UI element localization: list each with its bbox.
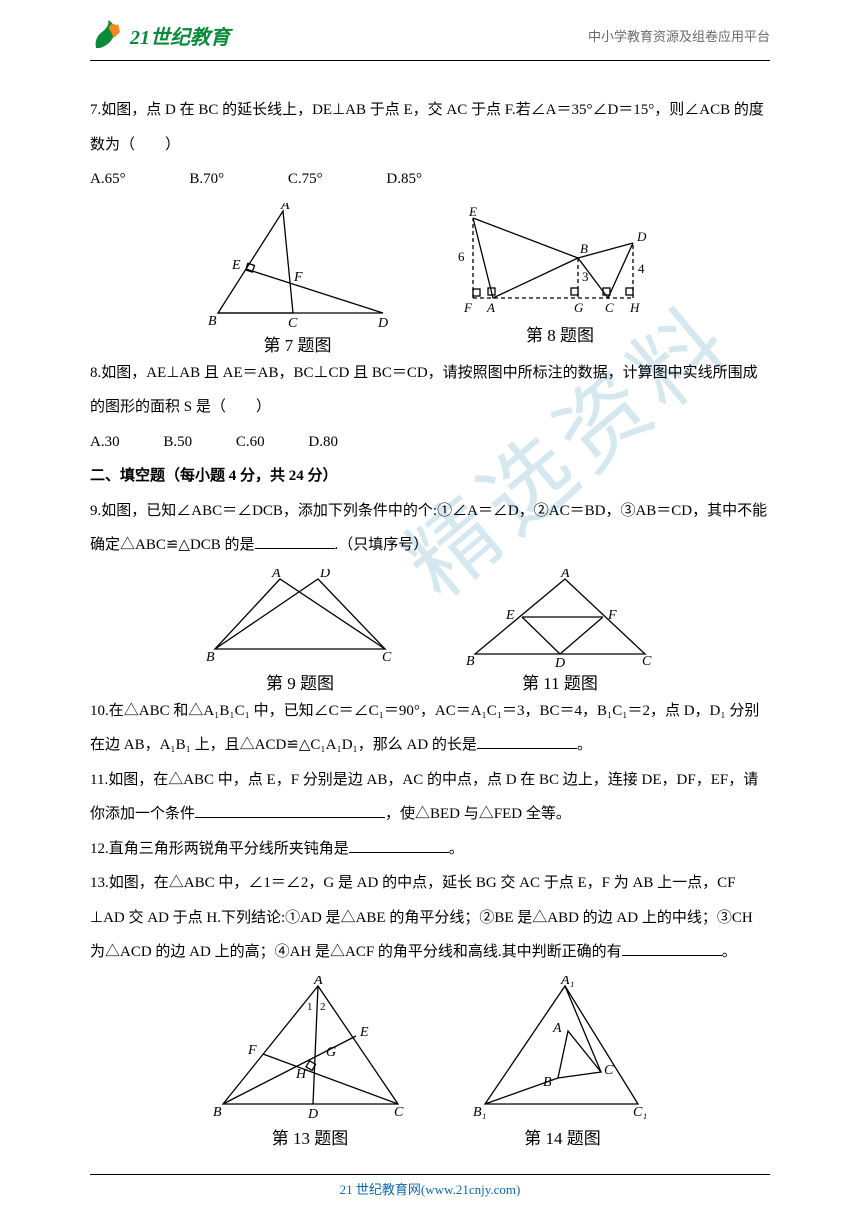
- logo-text: 21世纪教育: [130, 21, 230, 50]
- header-subtitle: 中小学教育资源及组卷应用平台: [588, 26, 770, 45]
- svg-text:C: C: [604, 1063, 614, 1078]
- svg-text:F: F: [247, 1043, 257, 1058]
- q8-options: A.30 B.50 C.60 D.80: [90, 425, 770, 460]
- q7-caption: 第 7 题图: [198, 337, 398, 354]
- svg-text:G: G: [326, 1045, 336, 1060]
- q13-figure: A B C D E F G H 1 2 第 13 题图: [208, 976, 413, 1147]
- figure-row-7-8: A B C D E F 第 7 题图: [90, 203, 770, 354]
- q8-opt-c: C.60: [236, 425, 265, 460]
- content: 7.如图，点 D 在 BC 的延长线上，DE⊥AB 于点 E，交 AC 于点 F…: [0, 61, 860, 1159]
- svg-text:D: D: [636, 229, 647, 244]
- svg-text:G: G: [574, 300, 584, 315]
- svg-text:B: B: [213, 1105, 222, 1120]
- q8-opt-b: B.50: [163, 425, 192, 460]
- svg-text:A: A: [280, 203, 290, 213]
- svg-text:F: F: [607, 608, 617, 623]
- svg-text:E: E: [505, 608, 515, 623]
- q7-figure: A B C D E F 第 7 题图: [198, 203, 398, 354]
- svg-text:E: E: [231, 258, 241, 273]
- svg-text:C: C: [288, 316, 298, 331]
- logo-icon: [90, 18, 126, 52]
- svg-text:A: A: [552, 1021, 562, 1036]
- svg-text:B: B: [208, 314, 217, 329]
- figure-row-13-14: A B C D E F G H 1 2 第 13 题图: [90, 976, 770, 1147]
- svg-text:F: F: [463, 300, 473, 315]
- svg-text:3: 3: [582, 269, 589, 284]
- svg-text:E: E: [468, 204, 477, 219]
- logo: 21世纪教育: [90, 18, 230, 52]
- section-2-title: 二、填空题（每小题 4 分，共 24 分）: [90, 459, 770, 494]
- svg-text:B: B: [543, 1075, 552, 1090]
- q11-figure: A B C D E F 第 11 题图: [460, 569, 660, 692]
- q14-caption: 第 14 题图: [473, 1130, 653, 1147]
- svg-text:H: H: [629, 300, 640, 315]
- q8-text: 8.如图，AE⊥AB 且 AE＝AB，BC⊥CD 且 BC＝CD，请按照图中所标…: [90, 356, 770, 425]
- q9-blank: [255, 534, 335, 549]
- svg-text:2: 2: [320, 1001, 326, 1013]
- q7-opt-d: D.85°: [386, 162, 422, 197]
- page-header: 21世纪教育 中小学教育资源及组卷应用平台: [0, 0, 860, 58]
- svg-text:A: A: [313, 976, 323, 988]
- page-footer: 21 世纪教育网(www.21cnjy.com): [0, 1174, 860, 1198]
- svg-text:B: B: [466, 654, 475, 669]
- svg-text:C: C: [394, 1105, 404, 1120]
- figure-row-9-11: A D B C 第 9 题图 A B C: [90, 569, 770, 692]
- q11-caption: 第 11 题图: [460, 675, 660, 692]
- svg-text:E: E: [359, 1025, 369, 1040]
- svg-text:F: F: [293, 270, 303, 285]
- q11-blank: [195, 803, 385, 818]
- svg-text:D: D: [377, 316, 388, 331]
- q7-opt-c: C.75°: [288, 162, 323, 197]
- q7-opt-b: B.70°: [189, 162, 224, 197]
- q7-options: A.65° B.70° C.75° D.85°: [90, 162, 770, 197]
- q12-blank: [349, 838, 449, 853]
- q13-blank: [622, 941, 722, 956]
- svg-text:C₁: C₁: [633, 1105, 647, 1120]
- q8-opt-a: A.30: [90, 425, 120, 460]
- svg-text:C: C: [382, 650, 392, 665]
- footer-divider: [90, 1174, 770, 1175]
- svg-text:H: H: [295, 1067, 307, 1082]
- svg-text:B: B: [580, 241, 588, 256]
- q9-figure: A D B C 第 9 题图: [200, 569, 400, 692]
- q8-caption: 第 8 题图: [458, 327, 663, 344]
- q8-opt-d: D.80: [308, 425, 338, 460]
- svg-text:D: D: [554, 656, 565, 669]
- q11-text: 11.如图，在△ABC 中，点 E，F 分别是边 AB，AC 的中点，点 D 在…: [90, 763, 770, 832]
- q9-caption: 第 9 题图: [200, 675, 400, 692]
- q8-figure: A F G C H E B D 6 3 4 第 8 题图: [458, 203, 663, 354]
- q12-text: 12.直角三角形两锐角平分线所夹钝角是。: [90, 832, 770, 867]
- q7-text: 7.如图，点 D 在 BC 的延长线上，DE⊥AB 于点 E，交 AC 于点 F…: [90, 93, 770, 162]
- svg-text:C: C: [642, 654, 652, 669]
- svg-text:D: D: [307, 1107, 318, 1122]
- svg-text:B: B: [206, 650, 215, 665]
- svg-text:1: 1: [307, 1001, 313, 1013]
- q14-figure: A₁ B₁ C₁ A B C 第 14 题图: [473, 976, 653, 1147]
- q13-caption: 第 13 题图: [208, 1130, 413, 1147]
- q7-opt-a: A.65°: [90, 162, 126, 197]
- svg-text:A: A: [486, 300, 495, 315]
- svg-text:A: A: [560, 569, 570, 581]
- q13-text: 13.如图，在△ABC 中，∠1＝∠2，G 是 AD 的中点，延长 BG 交 A…: [90, 866, 770, 970]
- svg-text:6: 6: [458, 249, 465, 264]
- svg-text:C: C: [605, 300, 614, 315]
- q9-text: 9.如图，已知∠ABC＝∠DCB，添加下列条件中的个:①∠A＝∠D，②AC＝BD…: [90, 494, 770, 563]
- svg-text:B₁: B₁: [473, 1105, 486, 1120]
- footer-text: 21 世纪教育网(www.21cnjy.com): [0, 1179, 860, 1198]
- svg-text:A₁: A₁: [560, 976, 574, 988]
- svg-text:4: 4: [638, 261, 645, 276]
- q10-blank: [477, 734, 577, 749]
- svg-text:A: A: [271, 569, 281, 581]
- svg-text:D: D: [319, 569, 330, 581]
- q10-text: 10.在△ABC 和△A₁B₁C₁ 中，已知∠C＝∠C₁＝90°，AC＝A₁C₁…: [90, 694, 770, 763]
